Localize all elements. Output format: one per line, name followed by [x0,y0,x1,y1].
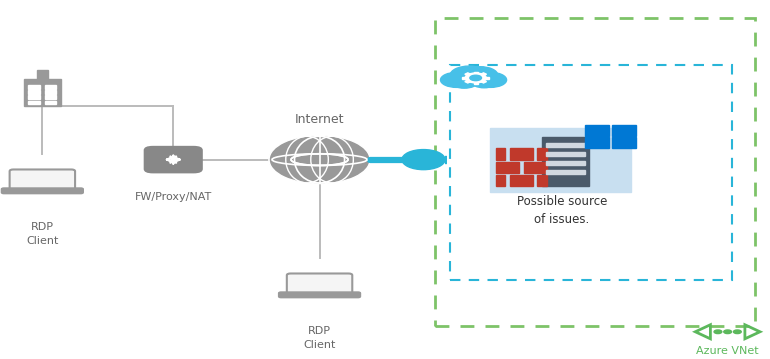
Circle shape [450,75,477,88]
Bar [314,293,325,294]
Bar [510,175,533,186]
Bar [496,175,505,186]
Text: RDP
Client: RDP Client [26,222,59,246]
Bar [28,101,40,104]
Bar [490,127,631,192]
Bar [585,137,609,148]
Bar [45,101,56,104]
Bar [463,77,467,79]
Bar [537,149,547,159]
Bar [546,152,585,156]
Bar [465,80,470,83]
FancyBboxPatch shape [9,169,75,191]
Circle shape [471,76,497,88]
Text: RDP
Client: RDP Client [303,326,336,350]
Circle shape [474,73,507,87]
Circle shape [462,67,497,83]
Bar [496,149,505,159]
Text: Internet: Internet [295,112,344,126]
FancyBboxPatch shape [286,274,352,295]
Circle shape [724,330,732,334]
Bar [37,189,48,190]
Bar [546,170,585,174]
Bar [496,162,519,173]
Circle shape [450,66,488,84]
Bar [28,90,40,94]
FancyBboxPatch shape [279,292,360,298]
Circle shape [734,330,742,334]
Bar [465,73,470,76]
Bar [510,149,533,159]
Bar [537,175,547,186]
Circle shape [270,136,370,183]
Circle shape [402,150,445,170]
Bar [585,125,609,136]
Bar [546,143,585,146]
Bar [542,137,589,186]
Bar [37,70,48,79]
Bar [480,73,487,76]
Circle shape [270,137,369,182]
Bar [45,90,56,94]
Bar [45,85,56,89]
Bar [24,79,61,107]
Bar [546,161,585,165]
Circle shape [440,73,473,87]
Text: FW/Proxy/NAT: FW/Proxy/NAT [135,192,212,202]
Circle shape [470,75,481,81]
Bar [612,125,636,136]
FancyBboxPatch shape [144,146,203,173]
Text: Possible source
of issues.: Possible source of issues. [517,195,608,226]
Circle shape [714,330,721,334]
FancyBboxPatch shape [2,188,83,194]
Bar [28,95,40,99]
Circle shape [465,73,487,83]
Bar [28,85,40,89]
Bar [474,82,477,84]
Text: Azure VNet: Azure VNet [696,346,759,356]
Bar [480,80,487,83]
Bar [612,137,636,148]
Bar [484,77,489,79]
Bar [474,72,477,74]
Bar [524,162,547,173]
Bar [45,95,56,99]
